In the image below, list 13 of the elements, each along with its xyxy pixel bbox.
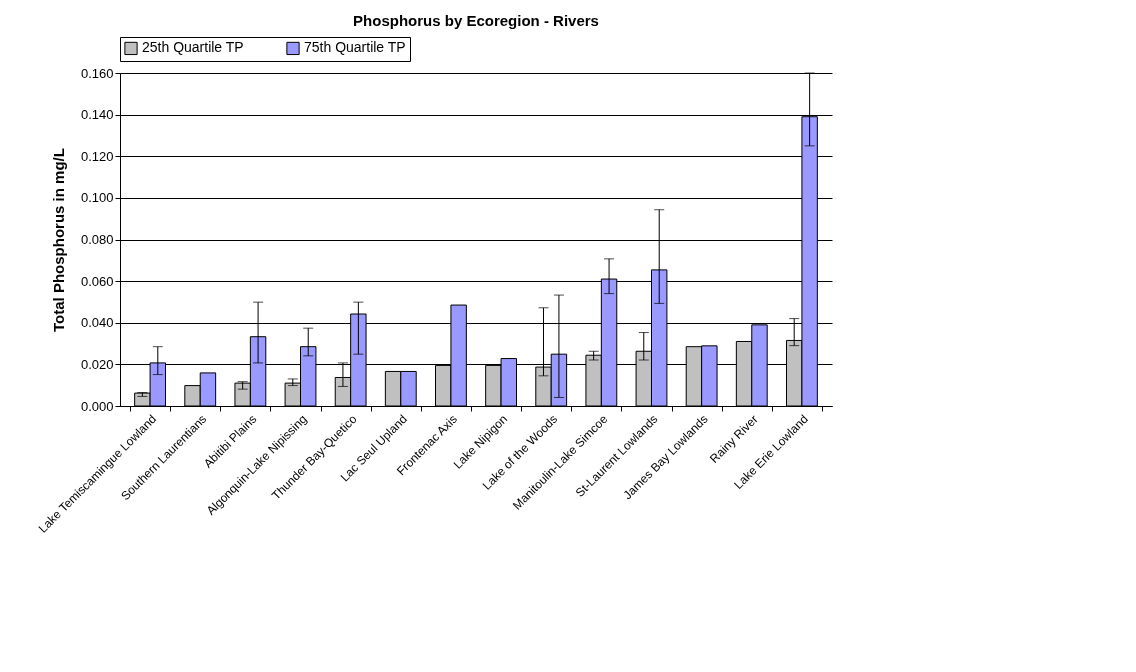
y-tick-label: 0.000	[80, 398, 114, 414]
legend-label: 75th Quartile TP	[304, 39, 406, 56]
y-tick-label: 0.160	[80, 65, 114, 81]
chart-title: Phosphorus by Ecoregion - Rivers	[353, 11, 599, 29]
legend-label: 25th Quartile TP	[142, 39, 244, 56]
y-tick-label: 0.040	[80, 315, 114, 331]
y-tick-label: 0.020	[80, 356, 114, 372]
y-tick-label: 0.060	[80, 273, 114, 289]
y-tick-label: 0.100	[80, 190, 114, 206]
y-tick-label: 0.120	[80, 148, 114, 164]
y-axis-title: Total Phosphorus in mg/L	[49, 148, 67, 332]
y-tick-label: 0.080	[80, 232, 114, 247]
y-tick-label: 0.140	[80, 107, 114, 123]
